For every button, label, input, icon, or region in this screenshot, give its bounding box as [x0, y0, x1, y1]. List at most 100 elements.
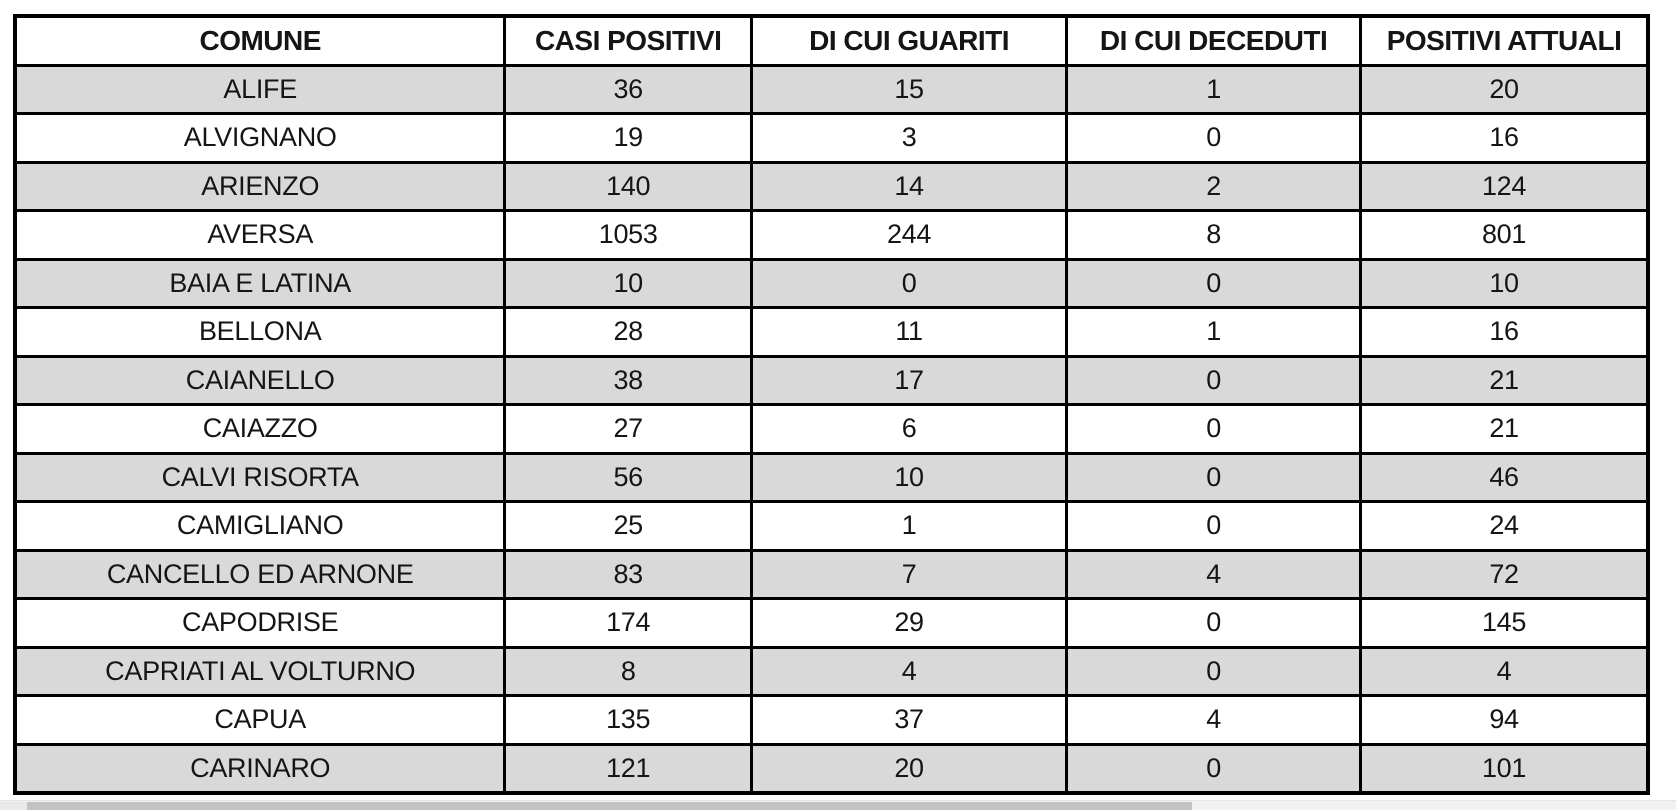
value-cell: 94: [1359, 694, 1650, 746]
value-cell: 21: [1359, 403, 1650, 455]
table-body: ALIFE 36 15 1 20 ALVIGNANO 19 3 0 16 ARIENZO 140 14 2…: [13, 63, 1650, 795]
comune-cell: ARIENZO: [13, 160, 507, 212]
value-cell: 25: [503, 500, 753, 552]
value-cell: 4: [1065, 548, 1363, 600]
table-row: CAIANELLO 38 17 0 21: [13, 354, 1650, 406]
value-cell: 10: [749, 451, 1069, 503]
value-cell: 0: [1065, 354, 1363, 406]
column-header: POSITIVI ATTUALI: [1359, 14, 1650, 67]
comune-cell: ALVIGNANO: [13, 112, 507, 164]
comune-cell: CARINARO: [13, 742, 507, 795]
column-header: DI CUI DECEDUTI: [1065, 14, 1363, 67]
value-cell: 1: [1065, 63, 1363, 115]
value-cell: 2: [1065, 160, 1363, 212]
table-row: BELLONA 28 11 1 16: [13, 306, 1650, 358]
value-cell: 6: [749, 403, 1069, 455]
value-cell: 20: [749, 742, 1069, 795]
table-row: AVERSA 1053 244 8 801: [13, 209, 1650, 261]
table-row: CAIAZZO 27 6 0 21: [13, 403, 1650, 455]
covid-municipality-table: COMUNE CASI POSITIVI DI CUI GUARITI DI CUI …: [13, 14, 1650, 795]
value-cell: 0: [1065, 597, 1363, 649]
comune-cell: CAIAZZO: [13, 403, 507, 455]
comune-cell: CALVI RISORTA: [13, 451, 507, 503]
value-cell: 16: [1359, 306, 1650, 358]
value-cell: 56: [503, 451, 753, 503]
table-row: CALVI RISORTA 56 10 0 46: [13, 451, 1650, 503]
value-cell: 0: [1065, 451, 1363, 503]
comune-cell: CAIANELLO: [13, 354, 507, 406]
comune-cell: BAIA E LATINA: [13, 257, 507, 309]
comune-cell: CAMIGLIANO: [13, 500, 507, 552]
horizontal-scrollbar[interactable]: [0, 800, 1676, 810]
value-cell: 10: [503, 257, 753, 309]
value-cell: 0: [1065, 257, 1363, 309]
value-cell: 244: [749, 209, 1069, 261]
table-row: ARIENZO 140 14 2 124: [13, 160, 1650, 212]
comune-cell: CAPRIATI AL VOLTURNO: [13, 645, 507, 697]
header-row: COMUNE CASI POSITIVI DI CUI GUARITI DI CUI …: [13, 14, 1650, 67]
table-row: CAMIGLIANO 25 1 0 24: [13, 500, 1650, 552]
value-cell: 17: [749, 354, 1069, 406]
value-cell: 27: [503, 403, 753, 455]
value-cell: 135: [503, 694, 753, 746]
value-cell: 1053: [503, 209, 753, 261]
column-header: DI CUI GUARITI: [749, 14, 1069, 67]
value-cell: 15: [749, 63, 1069, 115]
table-row: BAIA E LATINA 10 0 0 10: [13, 257, 1650, 309]
scrollbar-corner: [0, 802, 27, 810]
table-row: CAPODRISE 174 29 0 145: [13, 597, 1650, 649]
value-cell: 0: [1065, 742, 1363, 795]
column-header: COMUNE: [13, 14, 507, 67]
value-cell: 124: [1359, 160, 1650, 212]
comune-cell: ALIFE: [13, 63, 507, 115]
value-cell: 7: [749, 548, 1069, 600]
value-cell: 72: [1359, 548, 1650, 600]
value-cell: 8: [1065, 209, 1363, 261]
value-cell: 83: [503, 548, 753, 600]
value-cell: 38: [503, 354, 753, 406]
value-cell: 10: [1359, 257, 1650, 309]
comune-cell: CAPODRISE: [13, 597, 507, 649]
value-cell: 0: [1065, 112, 1363, 164]
value-cell: 101: [1359, 742, 1650, 795]
value-cell: 28: [503, 306, 753, 358]
value-cell: 3: [749, 112, 1069, 164]
value-cell: 29: [749, 597, 1069, 649]
value-cell: 19: [503, 112, 753, 164]
value-cell: 14: [749, 160, 1069, 212]
table-row: CAPUA 135 37 4 94: [13, 694, 1650, 746]
value-cell: 4: [1065, 694, 1363, 746]
value-cell: 20: [1359, 63, 1650, 115]
value-cell: 4: [749, 645, 1069, 697]
table-row: ALIFE 36 15 1 20: [13, 63, 1650, 115]
value-cell: 801: [1359, 209, 1650, 261]
value-cell: 1: [1065, 306, 1363, 358]
value-cell: 121: [503, 742, 753, 795]
table-row: CANCELLO ED ARNONE 83 7 4 72: [13, 548, 1650, 600]
value-cell: 0: [1065, 403, 1363, 455]
value-cell: 140: [503, 160, 753, 212]
column-header: CASI POSITIVI: [503, 14, 753, 67]
value-cell: 174: [503, 597, 753, 649]
value-cell: 8: [503, 645, 753, 697]
value-cell: 21: [1359, 354, 1650, 406]
table-row: CAPRIATI AL VOLTURNO 8 4 0 4: [13, 645, 1650, 697]
value-cell: 37: [749, 694, 1069, 746]
value-cell: 145: [1359, 597, 1650, 649]
value-cell: 36: [503, 63, 753, 115]
value-cell: 16: [1359, 112, 1650, 164]
value-cell: 11: [749, 306, 1069, 358]
value-cell: 0: [749, 257, 1069, 309]
table-row: ALVIGNANO 19 3 0 16: [13, 112, 1650, 164]
table-row: CARINARO 121 20 0 101: [13, 742, 1650, 795]
scrollbar-thumb[interactable]: [27, 802, 1192, 810]
comune-cell: BELLONA: [13, 306, 507, 358]
comune-cell: CANCELLO ED ARNONE: [13, 548, 507, 600]
value-cell: 24: [1359, 500, 1650, 552]
value-cell: 46: [1359, 451, 1650, 503]
value-cell: 0: [1065, 645, 1363, 697]
comune-cell: CAPUA: [13, 694, 507, 746]
value-cell: 0: [1065, 500, 1363, 552]
value-cell: 1: [749, 500, 1069, 552]
